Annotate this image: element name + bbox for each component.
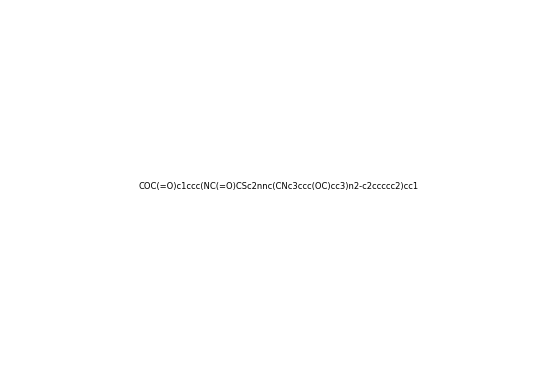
Text: COC(=O)c1ccc(NC(=O)CSc2nnc(CNc3ccc(OC)cc3)n2-c2ccccc2)cc1: COC(=O)c1ccc(NC(=O)CSc2nnc(CNc3ccc(OC)cc… xyxy=(139,182,419,191)
